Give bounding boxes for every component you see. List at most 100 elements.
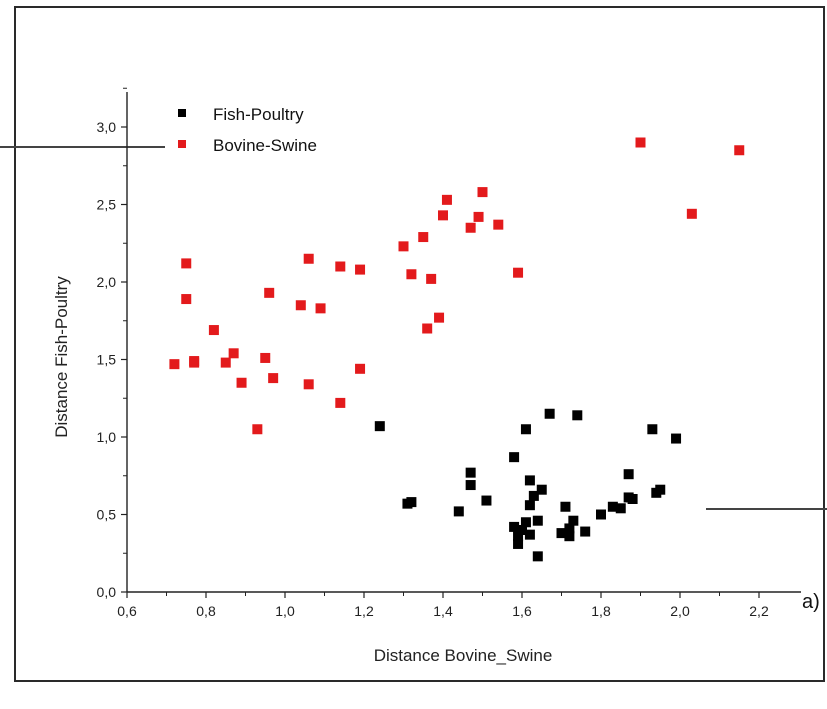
point-fish-poultry (465, 480, 476, 491)
x-axis-label: Distance Bovine_Swine (374, 646, 553, 665)
point-fish-poultry (524, 529, 535, 540)
x-tick-label: 2,2 (749, 603, 769, 619)
x-ticks: 0,6 0,8 1,0 1,2 1,4 1,6 1,8 2,0 2,2 (117, 592, 769, 619)
point-bovine-swine (268, 373, 279, 384)
point-bovine-swine (465, 222, 476, 233)
legend: Fish-Poultry Bovine-Swine (178, 105, 317, 155)
legend-label-bovine-swine: Bovine-Swine (213, 136, 317, 155)
point-bovine-swine (513, 267, 524, 278)
y-tick-label: 2,0 (97, 274, 117, 290)
figure-frame (14, 6, 825, 682)
point-fish-poultry (481, 495, 492, 506)
y-tick-label: 1,5 (97, 352, 117, 368)
point-fish-poultry (524, 475, 535, 486)
point-bovine-swine (686, 208, 697, 219)
point-bovine-swine (441, 194, 452, 205)
point-bovine-swine (473, 211, 484, 222)
x-tick-label: 1,4 (433, 603, 453, 619)
point-fish-poultry (528, 490, 539, 501)
point-bovine-swine (438, 210, 448, 221)
point-fish-poultry (513, 538, 524, 549)
point-fish-poultry (513, 531, 524, 542)
point-bovine-swine (260, 352, 271, 363)
point-bovine-swine (355, 363, 366, 374)
point-bovine-swine (734, 145, 745, 156)
x-tick-label: 2,0 (670, 603, 690, 619)
point-bovine-swine (635, 137, 646, 148)
y-tick-label: 3,0 (97, 119, 117, 135)
point-fish-poultry (615, 503, 626, 514)
point-fish-poultry (564, 523, 575, 534)
point-fish-poultry (647, 424, 658, 435)
x-tick-label: 1,2 (354, 603, 374, 619)
point-bovine-swine (264, 287, 275, 298)
point-fish-poultry (671, 433, 682, 444)
point-bovine-swine (169, 359, 180, 370)
point-bovine-swine (493, 219, 504, 230)
point-bovine-swine (418, 232, 429, 243)
point-bovine-swine (315, 303, 326, 314)
point-bovine-swine (477, 187, 488, 198)
point-bovine-swine (434, 312, 445, 323)
x-tick-label: 0,6 (117, 603, 137, 619)
legend-marker-bovine-swine (178, 140, 186, 148)
point-fish-poultry (509, 452, 520, 463)
series-fish-poultry (374, 408, 682, 562)
point-fish-poultry (465, 467, 476, 478)
point-bovine-swine (252, 424, 263, 435)
point-bovine-swine (295, 300, 306, 311)
point-fish-poultry (596, 509, 606, 520)
y-tick-label: 2,5 (97, 197, 117, 213)
y-ticks: 0,0 0,5 1,0 1,5 2,0 2,5 3,0 (97, 87, 127, 600)
point-bovine-swine (335, 397, 346, 408)
point-fish-poultry (374, 421, 385, 432)
y-tick-label: 0,0 (97, 584, 117, 600)
point-bovine-swine (335, 261, 346, 272)
legend-label-fish-poultry: Fish-Poultry (213, 105, 304, 124)
x-tick-label: 1,6 (512, 603, 532, 619)
point-fish-poultry (655, 484, 666, 495)
panel-label: a) (802, 591, 820, 613)
point-fish-poultry (627, 494, 638, 504)
x-tick-label: 0,8 (196, 603, 216, 619)
point-fish-poultry (568, 515, 579, 526)
point-fish-poultry (564, 531, 575, 542)
point-bovine-swine (228, 348, 239, 359)
point-fish-poultry (520, 517, 531, 528)
point-fish-poultry (556, 528, 567, 539)
point-fish-poultry (572, 410, 583, 421)
point-fish-poultry (520, 424, 531, 435)
y-tick-label: 0,5 (97, 507, 117, 523)
point-bovine-swine (398, 241, 409, 252)
data-points (169, 137, 745, 562)
y-tick-label: 1,0 (97, 429, 117, 445)
y-axis-label: Distance Fish-Poultry (52, 276, 71, 438)
point-fish-poultry (536, 484, 547, 495)
point-fish-poultry (524, 500, 535, 511)
point-bovine-swine (303, 379, 314, 390)
point-bovine-swine (208, 325, 219, 336)
point-bovine-swine (406, 269, 417, 280)
point-bovine-swine (303, 253, 314, 264)
point-bovine-swine (236, 377, 247, 388)
point-bovine-swine (189, 356, 200, 367)
point-fish-poultry (532, 515, 543, 526)
point-bovine-swine (181, 258, 192, 269)
series-bovine-swine (169, 137, 745, 435)
axes (126, 92, 801, 593)
point-fish-poultry (406, 497, 417, 508)
point-bovine-swine (355, 264, 366, 275)
point-fish-poultry (517, 525, 527, 535)
point-fish-poultry (560, 501, 571, 512)
point-bovine-swine (426, 273, 437, 284)
point-fish-poultry (532, 551, 543, 562)
point-fish-poultry (544, 408, 555, 419)
point-fish-poultry (607, 501, 618, 512)
point-fish-poultry (453, 506, 464, 517)
point-fish-poultry (623, 469, 634, 480)
x-tick-label: 1,0 (275, 603, 295, 619)
point-bovine-swine (220, 357, 231, 368)
point-fish-poultry (509, 521, 520, 532)
point-bovine-swine (422, 323, 433, 334)
